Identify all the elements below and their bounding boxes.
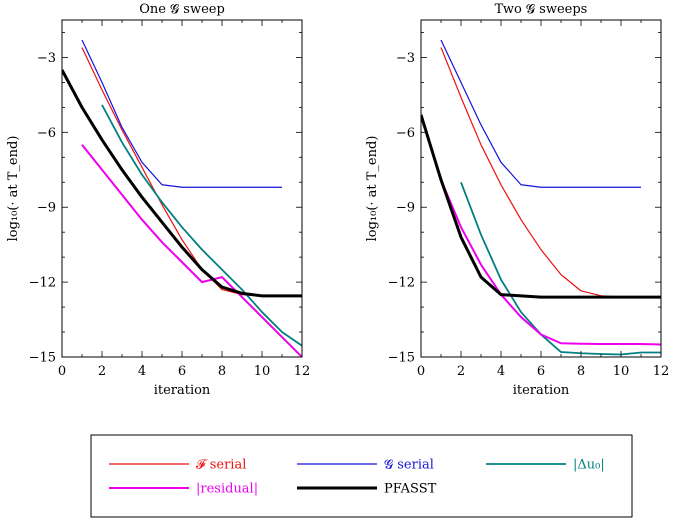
- x-tick-label: 8: [218, 364, 226, 379]
- legend: 𝓕 serial 𝓖 serial |Δu₀| |residual| PFASST: [90, 434, 633, 518]
- x-tick-label: 6: [537, 364, 545, 379]
- legend-label-G: 𝓖 serial: [384, 458, 434, 473]
- x-tick-label: 0: [417, 364, 425, 379]
- x-tick-label: 2: [457, 364, 465, 379]
- legend-label-res: |residual|: [196, 482, 258, 497]
- series-line-4: [440, 179, 661, 346]
- x-tick-label: 6: [178, 364, 186, 379]
- legend-label-pf: PFASST: [384, 482, 437, 497]
- x-tick-label: 8: [577, 364, 585, 379]
- y-tick-label: −9: [396, 201, 415, 216]
- series-line-5: [62, 69, 302, 298]
- series-line-2: [440, 39, 641, 188]
- y-tick-label: −12: [388, 276, 415, 291]
- x-tick-label: 10: [613, 364, 630, 379]
- y-axis-label: log₁₀(· at T_end): [6, 136, 21, 242]
- plot-frame: [61, 19, 303, 358]
- chart-panel-1: 0 2 4 6 8 10 12 −15 −12 −9 −6 −3 One 𝓖 sweep iteratio…: [6, 2, 310, 398]
- y-tick-label: −6: [396, 126, 415, 141]
- chart-panel-2: 0 2 4 6 8 10 12 −15 −12 −9 −6 −3 Two 𝓖 sweeps iterati…: [365, 2, 669, 398]
- y-tick-label: −9: [37, 201, 56, 216]
- x-tick-label: 2: [98, 364, 106, 379]
- series-line-4: [81, 144, 302, 357]
- x-tick-label: 0: [58, 364, 66, 379]
- legend-label-F: 𝓕 serial: [196, 458, 246, 473]
- y-tick-label: −12: [29, 276, 56, 291]
- x-tick-label: 12: [653, 364, 670, 379]
- x-axis-label: iteration: [154, 383, 211, 398]
- x-tick-label: 4: [497, 364, 505, 379]
- x-tick-label: 12: [294, 364, 311, 379]
- series-line-3: [460, 181, 661, 356]
- y-tick-label: −3: [37, 51, 56, 66]
- series-line-2: [81, 39, 282, 188]
- chart-title: Two 𝓖 sweeps: [495, 2, 588, 17]
- x-tick-label: 10: [254, 364, 271, 379]
- y-tick-label: −3: [396, 51, 415, 66]
- legend-box: [90, 434, 633, 518]
- y-tick-label: −15: [29, 351, 56, 366]
- series-line-1: [440, 47, 661, 298]
- legend-label-du: |Δu₀|: [573, 458, 605, 473]
- x-axis-label: iteration: [513, 383, 570, 398]
- x-tick-label: 4: [138, 364, 146, 379]
- y-axis-label: log₁₀(· at T_end): [365, 136, 380, 242]
- y-tick-label: −15: [388, 351, 415, 366]
- chart-title: One 𝓖 sweep: [139, 2, 225, 17]
- series-line-3: [101, 104, 302, 347]
- y-tick-label: −6: [37, 126, 56, 141]
- series-line-5: [421, 114, 661, 299]
- plot-frame: [420, 19, 662, 358]
